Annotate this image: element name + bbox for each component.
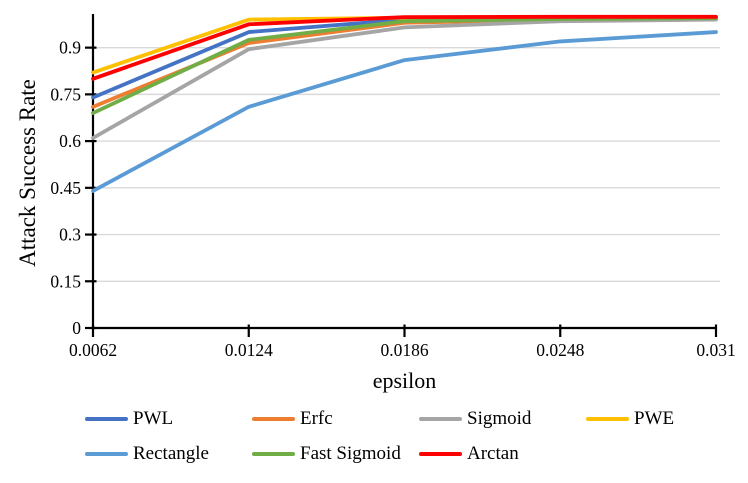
legend-label: PWE <box>634 407 675 429</box>
legend-swatch <box>586 416 629 421</box>
y-tick-label: 0 <box>72 318 81 338</box>
legend-label: Arctan <box>467 442 519 464</box>
y-axis-title: Attack Success Rate <box>15 79 40 267</box>
legend-label: Sigmoid <box>467 407 532 429</box>
legend-label: Rectangle <box>133 442 209 464</box>
legend-item-fast-sigmoid: Fast Sigmoid <box>252 441 419 466</box>
x-axis-title: epsilon <box>372 368 437 393</box>
legend-item-pwl: PWL <box>85 406 252 431</box>
x-tick-label: 0.0186 <box>380 340 428 360</box>
legend-label: Erfc <box>300 407 333 429</box>
series-line-rectangle <box>91 30 718 193</box>
legend-label: Fast Sigmoid <box>300 442 401 464</box>
y-tick-label: 0.75 <box>50 84 81 104</box>
legend-swatch <box>252 416 295 421</box>
x-tick-label: 0.0124 <box>225 340 273 360</box>
legend-swatch <box>85 416 128 421</box>
x-tick-label: 0.031 <box>696 340 735 360</box>
legend-item-sigmoid: Sigmoid <box>419 406 586 431</box>
legend-item-pwe: PWE <box>586 406 748 431</box>
x-tick-label: 0.0062 <box>69 340 117 360</box>
y-tick-label: 0.45 <box>50 178 81 198</box>
y-tick-label: 0.3 <box>59 225 81 245</box>
series-line-fast-sigmoid <box>91 16 718 115</box>
legend-swatch <box>85 451 128 456</box>
legend-item-erfc: Erfc <box>252 406 419 431</box>
series-line-erfc <box>91 16 718 109</box>
series-line-sigmoid <box>91 17 718 140</box>
legend-item-rectangle: Rectangle <box>85 441 252 466</box>
chart-legend: PWL Erfc Sigmoid PWE Rectangle Fast Sigmoid Ar… <box>85 406 745 466</box>
x-tick-label: 0.0248 <box>536 340 584 360</box>
y-tick-label: 0.6 <box>59 131 81 151</box>
series-line-arctan <box>91 14 718 81</box>
plot-area: 0 0.15 0.3 0.45 0.6 0.75 0.9 0.0062 0.0124 0.0186… <box>50 14 736 360</box>
y-tick-label: 0.15 <box>50 271 81 291</box>
y-tick-label: 0.9 <box>59 38 81 58</box>
legend-swatch <box>419 416 462 421</box>
legend-swatch <box>252 451 295 456</box>
legend-item-arctan: Arctan <box>419 441 586 466</box>
legend-swatch <box>419 451 462 456</box>
legend-label: PWL <box>133 407 174 429</box>
